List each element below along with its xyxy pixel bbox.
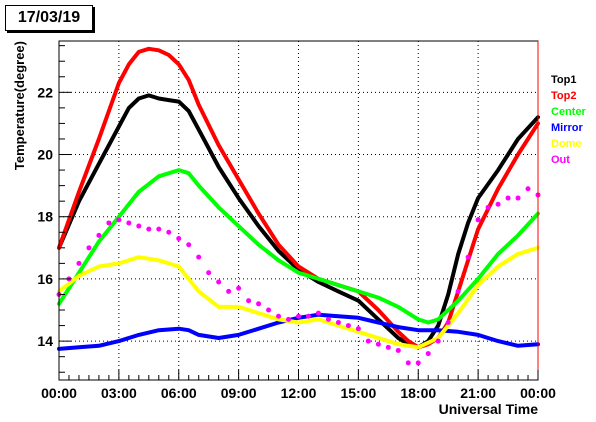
legend: Top1 Top2 Center Mirror Dome Out bbox=[551, 74, 587, 166]
series-top1-line bbox=[57, 93, 540, 350]
legend-entry-out: Out bbox=[551, 154, 570, 166]
legend-entry-top2: Top2 bbox=[551, 90, 576, 102]
series-out-point bbox=[315, 310, 321, 316]
series-out-point bbox=[385, 344, 391, 350]
series-out-point bbox=[455, 288, 461, 294]
series-out-point bbox=[106, 220, 112, 226]
series-out-point bbox=[116, 217, 122, 223]
series-mirror-line bbox=[57, 312, 540, 351]
series-out-point bbox=[345, 323, 351, 329]
x-tick-label: 03:00 bbox=[101, 385, 137, 401]
series-out-point bbox=[435, 338, 441, 344]
legend-entry-top1: Top1 bbox=[551, 74, 576, 86]
legend-entry-mirror: Mirror bbox=[551, 122, 584, 134]
series-out-point bbox=[96, 232, 102, 238]
series-out-point bbox=[296, 313, 301, 319]
date-label: 17/03/19 bbox=[5, 5, 93, 31]
series-out-point bbox=[156, 226, 162, 232]
series-out-point bbox=[286, 316, 292, 322]
series-out-point bbox=[465, 254, 471, 260]
series-out-point bbox=[166, 229, 172, 235]
series-out-point bbox=[395, 347, 401, 353]
series-dome-line bbox=[57, 245, 540, 350]
series-out-point bbox=[126, 220, 132, 226]
series-out-point bbox=[405, 360, 411, 366]
y-axis-label: Temperature(degree) bbox=[12, 41, 27, 170]
series-out-point bbox=[236, 285, 242, 291]
x-tick-label: 21:00 bbox=[460, 385, 496, 401]
series-out-point bbox=[335, 319, 341, 325]
series-out-point bbox=[485, 204, 491, 210]
series-out-point bbox=[216, 279, 222, 285]
series-out-point bbox=[425, 351, 431, 357]
y-tick-label: 16 bbox=[37, 271, 53, 287]
y-tick-label: 14 bbox=[37, 333, 53, 349]
y-tick-label: 20 bbox=[37, 147, 53, 163]
y-tick-label: 18 bbox=[37, 209, 53, 225]
series-out-point bbox=[365, 338, 371, 344]
x-tick-label: 06:00 bbox=[161, 385, 197, 401]
series-out-point bbox=[146, 226, 152, 232]
x-tick-label: 18:00 bbox=[400, 385, 436, 401]
grid-lines bbox=[58, 41, 539, 380]
legend-entry-dome: Dome bbox=[551, 138, 582, 150]
x-axis-label: Universal Time bbox=[439, 401, 539, 417]
series-out-point bbox=[136, 223, 142, 229]
series-out-point bbox=[176, 235, 182, 241]
x-tick-label: 00:00 bbox=[520, 385, 556, 401]
series-out-point bbox=[515, 195, 521, 201]
x-tick-label: 12:00 bbox=[281, 385, 317, 401]
series-out-point bbox=[305, 313, 311, 319]
x-tick-label: 15:00 bbox=[340, 385, 376, 401]
x-tick-label: 09:00 bbox=[221, 385, 257, 401]
series-out-points bbox=[56, 186, 541, 366]
series-out-point bbox=[206, 270, 212, 276]
series-out-point bbox=[375, 341, 381, 347]
series-out-point bbox=[355, 326, 361, 332]
series-out-point bbox=[266, 307, 272, 313]
series-out-point bbox=[246, 298, 252, 304]
series-center-line bbox=[57, 168, 540, 325]
series-out-point bbox=[525, 186, 531, 192]
series-layer bbox=[56, 46, 541, 366]
axes: 14 16 18 20 22 00:00 03:00 06:00 09:00 12:00 15:00… bbox=[37, 45, 556, 401]
series-out-point bbox=[505, 195, 511, 201]
series-out-point bbox=[256, 301, 262, 307]
series-out-point bbox=[76, 260, 82, 266]
series-out-point bbox=[226, 288, 232, 294]
series-out-point bbox=[276, 313, 282, 319]
series-out-point bbox=[495, 201, 501, 207]
series-out-point bbox=[415, 360, 421, 366]
series-out-point bbox=[86, 245, 92, 251]
series-out-point bbox=[186, 242, 192, 248]
series-out-point bbox=[325, 316, 331, 322]
y-tick-label: 22 bbox=[37, 84, 53, 100]
legend-entry-center: Center bbox=[551, 106, 587, 118]
series-out-point bbox=[475, 217, 481, 223]
x-tick-label: 00:00 bbox=[41, 385, 77, 401]
series-out-point bbox=[445, 319, 451, 325]
series-out-point bbox=[196, 254, 202, 260]
